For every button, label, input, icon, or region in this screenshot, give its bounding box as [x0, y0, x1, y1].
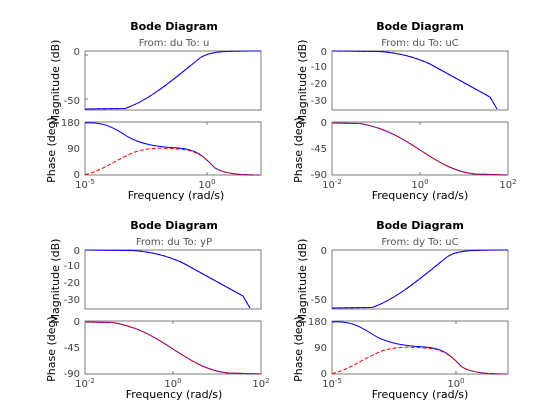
plot-dy-uC: Bode Diagram From: dy To: uC Magnitude (… [292, 219, 509, 401]
phase-tick-label: -45 [311, 144, 327, 155]
series-blue-solid-magnitude [84, 249, 251, 309]
series-blue-solid-magnitude [84, 50, 262, 110]
series-red-dashed-phase [84, 147, 262, 176]
phase-tick-label: 180 [61, 118, 80, 129]
phase-axis-label: Phase (deg) [292, 316, 305, 382]
phase-axis-label: Phase (deg) [45, 316, 58, 382]
magnitude-axes [84, 249, 262, 310]
freq-tick-label: 10-2 [75, 377, 95, 390]
magnitude-axes [84, 50, 262, 111]
phase-tick-label: 90 [314, 343, 327, 354]
plot-subtitle: From: du To: uC [381, 38, 459, 49]
plot-subtitle: From: dy To: uC [381, 237, 458, 248]
phase-tick-label: -90 [311, 170, 327, 181]
series-red-dashed-phase [84, 321, 262, 375]
phase-axes [84, 320, 262, 375]
phase-tick-label: 0 [74, 170, 80, 181]
freq-tick-label: 10-2 [322, 178, 342, 191]
plot-title: Bode Diagram [130, 20, 218, 33]
phase-tick-label: 0 [321, 118, 327, 129]
series-blue-solid-magnitude [331, 50, 498, 110]
phase-tick-label: -45 [64, 343, 80, 354]
mag-tick-label: -10 [311, 62, 327, 73]
mag-tick-label: -50 [64, 96, 80, 107]
mag-tick-label: -10 [64, 261, 80, 272]
mag-tick-label: -30 [311, 96, 327, 107]
freq-tick-label: 100 [198, 178, 215, 191]
phase-axis-label: Phase (deg) [292, 117, 305, 183]
magnitude-axes [331, 249, 509, 310]
magnitude-axes [331, 50, 509, 111]
phase-tick-label: 180 [308, 317, 327, 328]
frequency-axis-label: Frequency (rad/s) [128, 189, 225, 202]
freq-tick-label: 100 [447, 377, 464, 390]
phase-tick-label: -90 [64, 369, 80, 380]
plot-subtitle: From: du To: u [139, 38, 210, 49]
mag-tick-label: 0 [74, 47, 80, 58]
frequency-axis-label: Frequency (rad/s) [126, 388, 223, 401]
phase-axis-label: Phase (deg) [45, 117, 58, 183]
mag-tick-label: -30 [64, 295, 80, 306]
magnitude-axis-label: Magnitude (dB) [296, 40, 309, 125]
mag-tick-label: 0 [321, 246, 327, 257]
phase-tick-label: 90 [67, 144, 80, 155]
plot-subtitle: From: du To: yP [136, 237, 212, 248]
mag-tick-label: -20 [64, 278, 80, 289]
frequency-axis-label: Frequency (rad/s) [372, 189, 469, 202]
freq-tick-label: 102 [499, 178, 516, 191]
plot-du-u: Bode Diagram From: du To: u Magnitude (d… [45, 20, 262, 202]
freq-tick-label: 102 [252, 377, 269, 390]
magnitude-axis-label: Magnitude (dB) [296, 239, 309, 324]
plot-du-yP: Bode Diagram From: du To: yP Magnitude (… [45, 219, 270, 401]
phase-axes [331, 121, 509, 176]
phase-tick-label: 0 [321, 369, 327, 380]
series-red-dashed-phase [331, 346, 509, 375]
plot-title: Bode Diagram [376, 219, 464, 232]
freq-tick-label: 10-5 [75, 178, 95, 191]
mag-tick-label: 0 [74, 246, 80, 257]
mag-tick-label: 0 [321, 47, 327, 58]
magnitude-axis-label: Magnitude (dB) [49, 239, 62, 324]
phase-tick-label: 0 [74, 317, 80, 328]
mag-tick-label: -20 [311, 79, 327, 90]
freq-tick-label: 100 [411, 178, 428, 191]
magnitude-axis-label: Magnitude (dB) [49, 40, 62, 125]
plot-du-uC: Bode Diagram From: du To: uC Magnitude (… [292, 20, 517, 202]
series-red-dashed-phase [331, 122, 509, 176]
plot-title: Bode Diagram [130, 219, 218, 232]
plot-title: Bode Diagram [376, 20, 464, 33]
mag-tick-label: -50 [311, 295, 327, 306]
series-blue-solid-magnitude [331, 249, 509, 309]
freq-tick-label: 100 [164, 377, 181, 390]
freq-tick-label: 10-5 [322, 377, 342, 390]
frequency-axis-label: Frequency (rad/s) [372, 388, 469, 401]
